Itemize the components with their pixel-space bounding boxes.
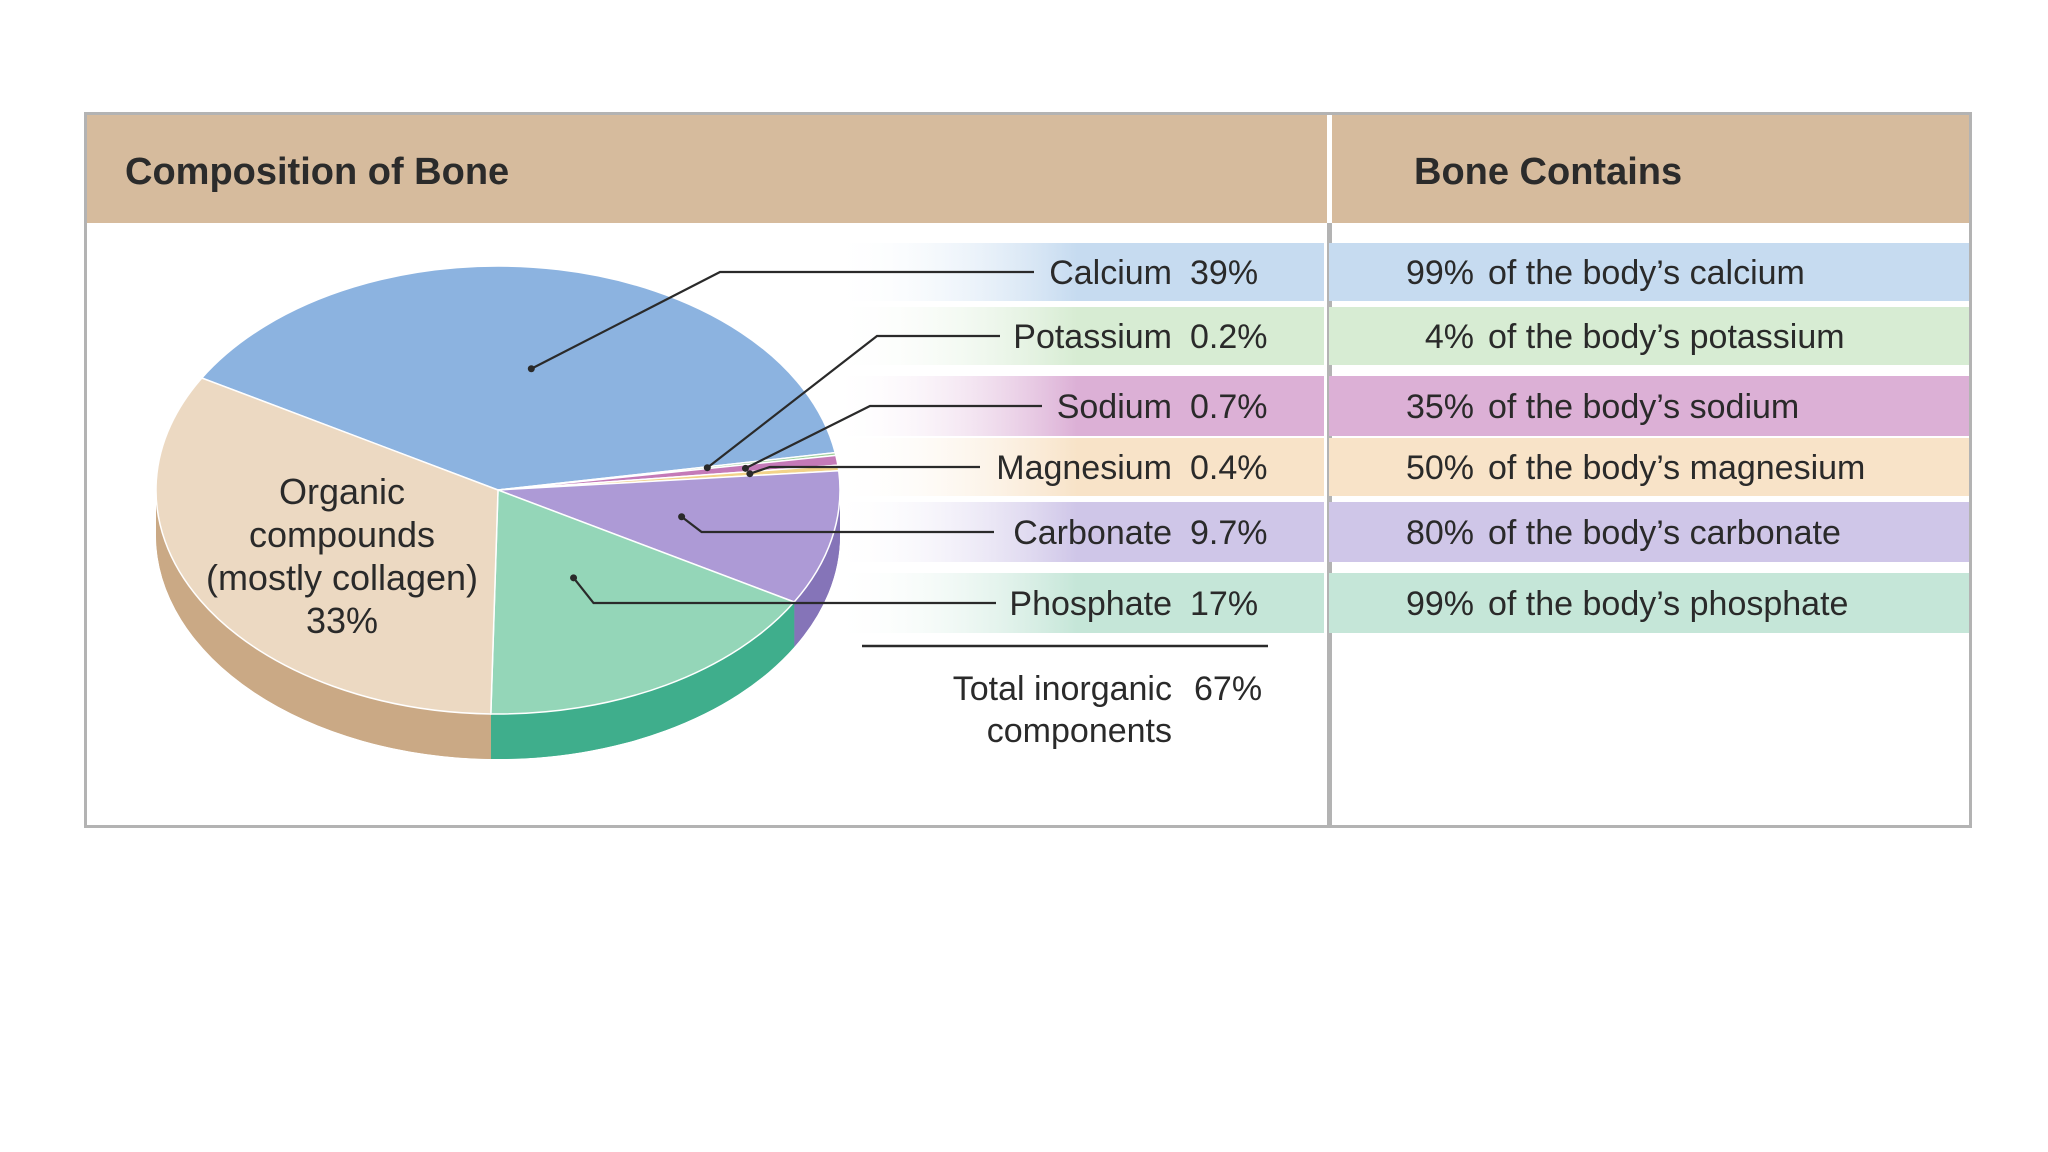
contains-pct-calcium: 99%: [1406, 254, 1474, 292]
bone-contains-title: Bone Contains: [1414, 151, 1683, 193]
leader-dot-calcium: [527, 365, 535, 373]
contains-pct-carbonate: 80%: [1406, 514, 1474, 552]
contains-band-magnesium: [1329, 438, 1969, 496]
leader-magnesium: [749, 465, 980, 475]
value-potassium: 0.2%: [1190, 318, 1268, 356]
total-label-line-2: components: [987, 712, 1172, 750]
value-phosphate: 17%: [1190, 585, 1258, 623]
contains-band-potassium: [1329, 307, 1969, 365]
label-phosphate: Phosphate: [1009, 585, 1172, 623]
pie-side-organic-compounds-mostly-collagen-1: [156, 490, 491, 759]
composition-header: Composition of Bone: [87, 115, 1327, 223]
contains-text-magnesium: of the body’s magnesium: [1488, 449, 1865, 487]
header-gap: [1327, 115, 1332, 223]
leader-calcium: [530, 270, 1034, 370]
leader-dot-potassium: [703, 464, 711, 472]
value-calcium: 39%: [1190, 254, 1258, 292]
leader-sodium: [744, 404, 1042, 470]
contains-text-potassium: of the body’s potassium: [1488, 318, 1845, 356]
pie-slice-organic-compounds-mostly-collagen: [155, 377, 499, 715]
total-value: 67%: [1194, 670, 1262, 708]
leader-phosphate: [572, 577, 996, 605]
organic-label-line-1: Organic: [279, 471, 405, 512]
contains-pct-magnesium: 50%: [1406, 449, 1474, 487]
contains-band-sodium: [1329, 376, 1969, 436]
contains-text-carbonate: of the body’s carbonate: [1488, 514, 1841, 552]
leader-dot-magnesium: [746, 470, 754, 478]
label-carbonate: Carbonate: [1013, 514, 1172, 552]
value-sodium: 0.7%: [1190, 388, 1268, 426]
organic-label-line-4: 33%: [306, 600, 378, 641]
contains-band-phosphate: [1329, 573, 1969, 633]
pie-slice-carbonate: [497, 470, 841, 603]
composition-title: Composition of Bone: [125, 151, 510, 193]
leader-dot-carbonate: [678, 513, 686, 521]
label-magnesium: Magnesium: [996, 449, 1172, 487]
contains-text-sodium: of the body’s sodium: [1488, 388, 1799, 426]
leader-dot-sodium: [741, 464, 749, 472]
contains-band-carbonate: [1329, 502, 1969, 562]
leader-dot-phosphate: [570, 574, 578, 582]
contains-pct-phosphate: 99%: [1406, 585, 1474, 623]
value-magnesium: 0.4%: [1190, 449, 1268, 487]
contains-band-calcium: [1329, 243, 1969, 301]
label-calcium: Calcium: [1049, 254, 1172, 292]
contains-text-calcium: of the body’s calcium: [1488, 254, 1805, 292]
organic-label-line-2: compounds: [249, 514, 435, 555]
value-carbonate: 9.7%: [1190, 514, 1268, 552]
pie-slice-calcium: [200, 265, 837, 491]
pie-side-carbonate-1: [794, 490, 840, 647]
organic-label-line-3: (mostly collagen): [206, 557, 478, 598]
bone-contains-header: Bone Contains: [1332, 115, 1969, 223]
leader-potassium: [706, 334, 1000, 469]
contains-pct-sodium: 35%: [1406, 388, 1474, 426]
total-label-line-1: Total inorganic: [953, 670, 1172, 708]
contains-text-phosphate: of the body’s phosphate: [1488, 585, 1848, 623]
contains-pct-potassium: 4%: [1425, 318, 1474, 356]
pie-side-phosphate-1: [490, 602, 795, 759]
leader-carbonate: [680, 515, 994, 534]
label-sodium: Sodium: [1057, 388, 1172, 426]
label-potassium: Potassium: [1013, 318, 1172, 356]
